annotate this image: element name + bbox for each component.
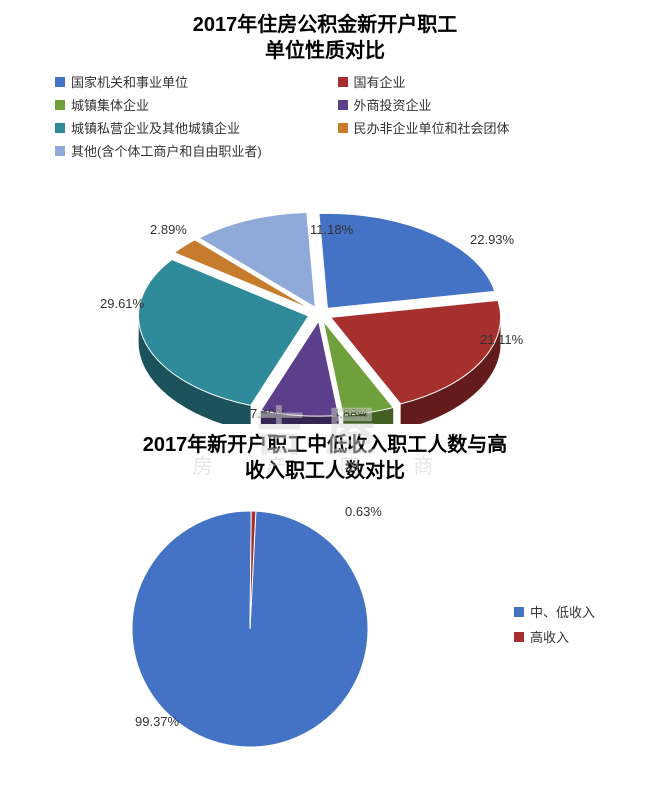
slice-pct-label: 2.89% — [150, 222, 187, 237]
slice-pct-label: 21.11% — [480, 332, 523, 347]
slice-pct-label: 22.93% — [470, 232, 514, 247]
legend-label: 外商投资企业 — [354, 95, 432, 114]
chart1-pie: 22.93% 21.11% 4.88% 7.40% 29.61% 2.89% 11.18% — [0, 164, 650, 424]
legend-label: 民办非企业单位和社会团体 — [354, 118, 510, 137]
legend-item: 外商投资企业 — [338, 95, 621, 114]
legend-item: 城镇集体企业 — [55, 95, 338, 114]
legend-swatch — [55, 146, 65, 156]
chart2-title-line2: 收入职工人数对比 — [0, 458, 650, 484]
slice-pct-label: 0.63% — [345, 504, 382, 519]
chart1-legend: 国家机关和事业单位 国有企业城镇集体企业 外商投资企业城镇私营企业及其他城镇企业 民办… — [0, 64, 650, 164]
legend-swatch — [338, 77, 348, 87]
legend-item: 民办非企业单位和社会团体 — [338, 118, 621, 137]
slice-pct-label: 11.18% — [310, 222, 353, 237]
legend-label: 其他(含个体工商户和自由职业者) — [71, 141, 262, 160]
slice-pct-label: 4.88% — [332, 406, 369, 421]
chart2-title-line1: 2017年新开户职工中低收入职工人数与高 — [0, 432, 650, 458]
legend-label: 中、低收入 — [530, 602, 595, 621]
legend-swatch — [55, 123, 65, 133]
legend-item: 高收入 — [514, 627, 595, 646]
legend-swatch — [338, 100, 348, 110]
chart1-title-line1: 2017年住房公积金新开户职工 — [0, 12, 650, 38]
legend-label: 城镇集体企业 — [71, 95, 149, 114]
legend-label: 城镇私营企业及其他城镇企业 — [71, 118, 240, 137]
legend-item: 城镇私营企业及其他城镇企业 — [55, 118, 338, 137]
slice-pct-label: 29.61% — [100, 296, 144, 311]
slice-pct-label: 99.37% — [135, 714, 179, 729]
legend-label: 国家机关和事业单位 — [71, 72, 188, 91]
legend-swatch — [55, 77, 65, 87]
legend-item: 国有企业 — [338, 72, 621, 91]
legend-label: 国有企业 — [354, 72, 406, 91]
legend-swatch — [55, 100, 65, 110]
slice-pct-label: 7.40% — [250, 406, 287, 421]
legend-item: 国家机关和事业单位 — [55, 72, 338, 91]
legend-swatch — [514, 632, 524, 642]
chart1-title-line2: 单位性质对比 — [0, 38, 650, 64]
legend-label: 高收入 — [530, 627, 569, 646]
chart2-pie: 中、低收入高收入 99.37% 0.63% — [0, 484, 650, 764]
chart2-legend: 中、低收入高收入 — [514, 596, 595, 652]
legend-item: 中、低收入 — [514, 602, 595, 621]
legend-item: 其他(含个体工商户和自由职业者) — [55, 141, 338, 160]
legend-swatch — [338, 123, 348, 133]
legend-swatch — [514, 607, 524, 617]
